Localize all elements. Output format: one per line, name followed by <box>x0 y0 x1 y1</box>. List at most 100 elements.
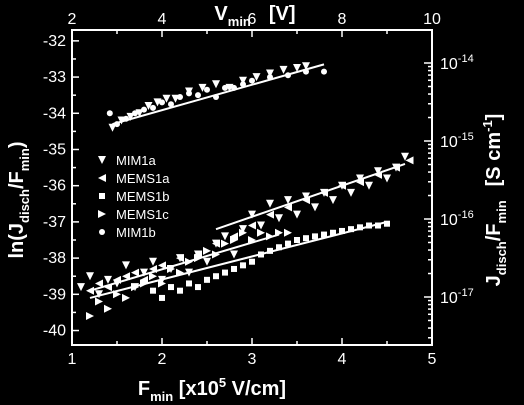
point-mems1a <box>158 261 166 270</box>
point-mim1a <box>239 76 247 85</box>
point-mems1b <box>240 262 246 269</box>
bottom-axis-title: Fmin [x105 V/cm] <box>138 375 286 404</box>
point-mems1a <box>284 203 292 212</box>
fit-line <box>215 163 406 231</box>
point-mems1a <box>131 268 139 277</box>
point-mems1a <box>356 178 364 187</box>
point-mim1a <box>266 69 274 78</box>
point-mim1b <box>204 86 210 93</box>
left-axis-title: ln(Jdisch/Fmin) <box>6 141 32 258</box>
point-mim1b <box>195 92 201 99</box>
point-mems1c <box>239 228 247 237</box>
point-mems1b <box>249 258 255 265</box>
point-mim1a <box>365 181 373 190</box>
point-mim1b <box>159 99 165 106</box>
top-tick-label: 4 <box>158 11 167 28</box>
point-mim1a <box>252 73 261 82</box>
point-mim1b <box>222 84 228 91</box>
bottom-tick-label: 4 <box>338 351 347 368</box>
legend-label: MEMS1c <box>116 207 169 222</box>
top-tick-label: 10 <box>423 11 441 28</box>
point-mim1a <box>257 221 265 230</box>
point-mems1b <box>168 284 174 291</box>
left-tick-label: -35 <box>43 141 66 158</box>
point-mim1a <box>149 257 157 266</box>
point-mim1b <box>150 104 156 111</box>
top-tick-label: 8 <box>338 11 347 28</box>
point-mems1a <box>266 210 274 219</box>
point-mim1a <box>302 62 310 71</box>
legend-marker-mems1b <box>99 193 105 199</box>
point-mems1c <box>86 312 94 321</box>
point-mim1a <box>171 94 180 103</box>
right-tick-label: 10-15 <box>440 131 474 151</box>
point-mems1c <box>284 228 292 237</box>
right-tick-label: 10-17 <box>440 287 474 307</box>
point-mems1b <box>213 273 219 280</box>
left-tick-label: -38 <box>43 250 66 267</box>
point-mems1b <box>303 235 309 242</box>
point-mim1a <box>329 196 337 205</box>
point-mim1a <box>198 83 207 92</box>
data-layer <box>77 62 414 321</box>
point-mim1a <box>311 203 319 212</box>
point-mems1c <box>230 236 238 244</box>
right-tick-label: 10-16 <box>440 209 474 229</box>
left-tick-label: -33 <box>43 69 66 86</box>
point-mim1a <box>86 272 94 281</box>
point-mim1a <box>293 210 301 219</box>
point-mim1a <box>140 268 148 277</box>
point-mim1a <box>95 290 103 299</box>
left-tick-label: -39 <box>43 286 66 303</box>
point-mems1c <box>203 246 211 255</box>
point-mems1b <box>348 226 354 233</box>
legend-label: MEMS1a <box>116 171 170 186</box>
point-mim1a <box>401 152 409 161</box>
fit-line <box>89 233 280 292</box>
point-mems1b <box>330 229 336 236</box>
point-mim1a <box>284 196 292 205</box>
point-mems1c <box>95 297 103 306</box>
left-tick-label: -36 <box>43 178 66 195</box>
point-mems1a <box>95 279 103 288</box>
point-mim1a <box>117 116 126 125</box>
point-mems1c <box>149 272 157 281</box>
point-mim1a <box>144 102 153 111</box>
point-mems1c <box>257 228 265 237</box>
bottom-tick-label: 2 <box>158 351 167 368</box>
point-mim1a <box>383 174 391 183</box>
point-mim1a <box>279 65 288 74</box>
point-mems1c <box>212 250 220 259</box>
point-mim1a <box>347 188 355 197</box>
point-mems1a <box>122 272 130 281</box>
legend-label: MIM1b <box>116 225 156 240</box>
left-tick-label: -34 <box>43 105 66 122</box>
point-mim1b <box>106 110 113 117</box>
point-mim1a <box>162 94 171 103</box>
fit-layer <box>89 63 406 299</box>
left-tick-label: -32 <box>43 33 66 50</box>
point-mems1b <box>339 227 345 234</box>
point-mems1a <box>140 275 148 284</box>
point-mim1a <box>230 250 238 259</box>
point-mim1a <box>275 214 283 223</box>
left-tick-label: -40 <box>43 323 66 340</box>
point-mim1a <box>225 83 234 92</box>
point-mim1a <box>302 192 310 201</box>
point-mems1b <box>231 265 237 272</box>
point-mim1a <box>122 261 130 270</box>
point-mems1b <box>177 287 183 294</box>
right-tick-label: 10-14 <box>440 53 474 73</box>
legend-label: MEMS1b <box>116 189 169 204</box>
point-mems1b <box>186 280 192 287</box>
legend: MIM1a MEMS1a MEMS1b MEMS1c MIM1b <box>98 153 170 240</box>
point-mim1b <box>321 68 327 75</box>
point-mim1a <box>185 87 193 96</box>
point-mems1b <box>276 244 282 251</box>
point-mems1b <box>294 237 300 243</box>
point-mim1a <box>221 232 229 241</box>
point-mim1a <box>135 109 144 118</box>
right-axis-title: Jdisch/Fmin[S cm-1] <box>480 114 509 287</box>
point-mim1a <box>212 80 220 89</box>
